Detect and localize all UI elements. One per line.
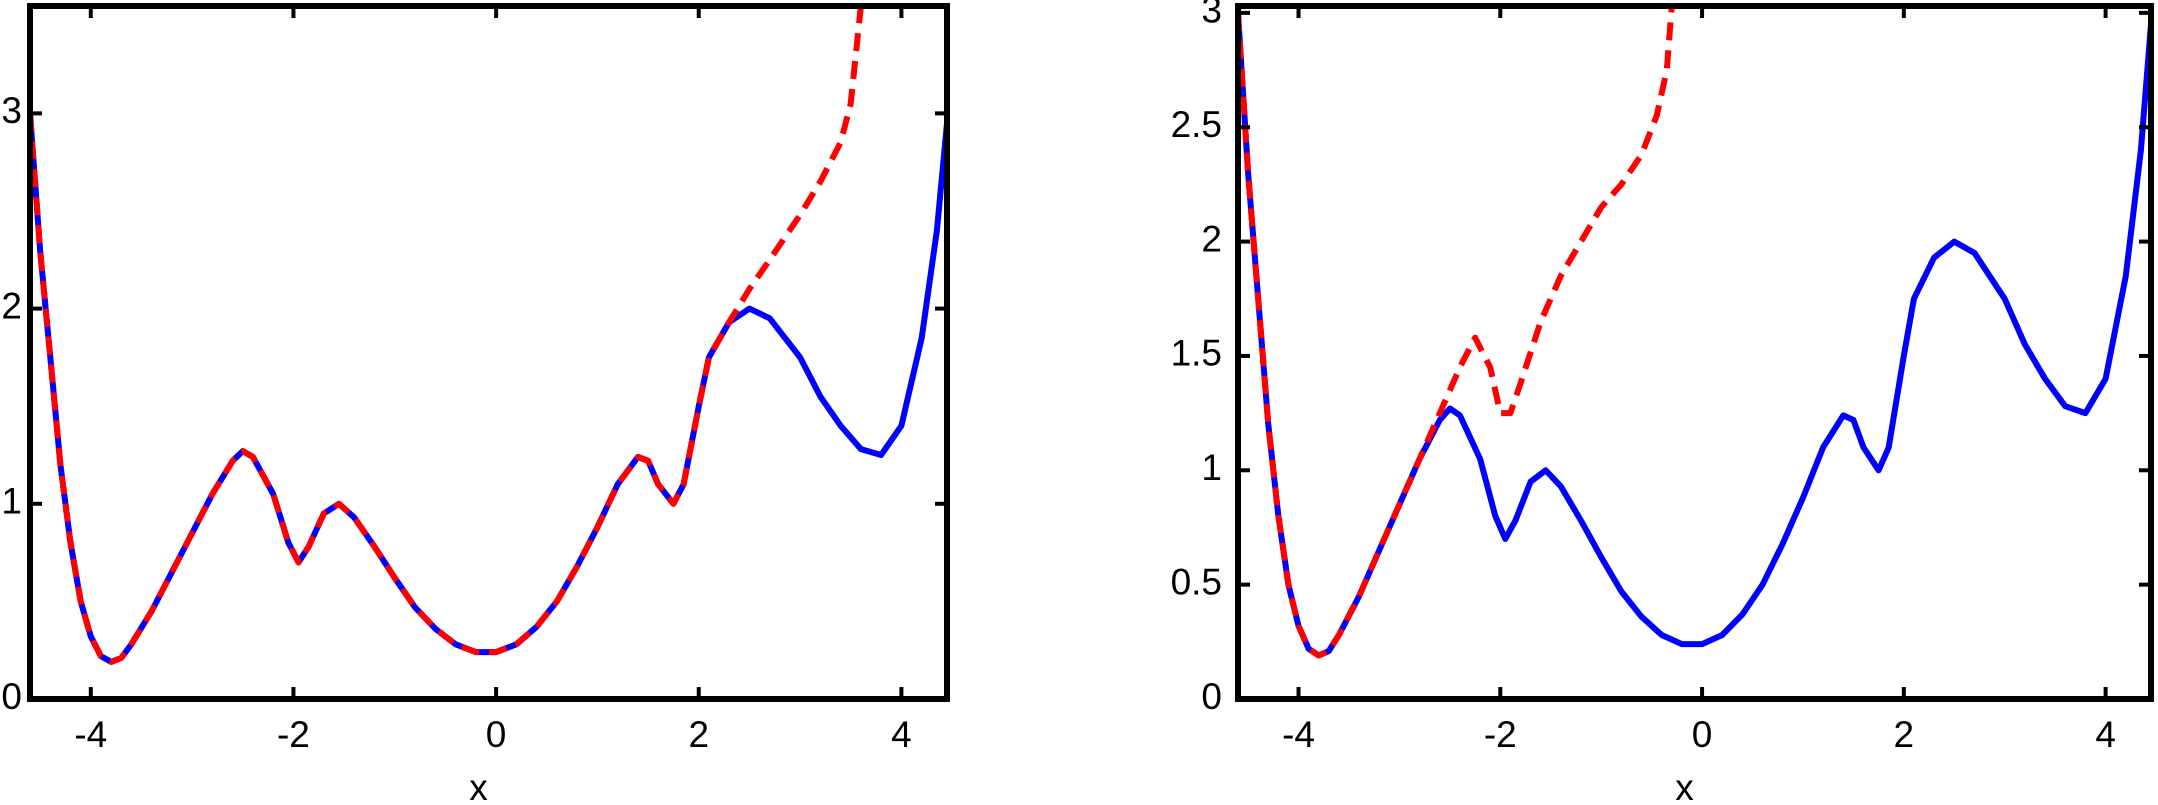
x-tick-label: -2 — [1484, 714, 1517, 755]
x-tick-label: 2 — [688, 714, 709, 755]
series-line — [1238, 12, 2151, 659]
x-tick-label: -2 — [277, 714, 310, 755]
y-tick-label: 0 — [1201, 676, 1222, 717]
series-line — [1238, 6, 1675, 659]
y-tick-label: 3 — [1201, 0, 1222, 31]
y-tick-label: 1 — [1201, 447, 1222, 488]
y-tick-label: 1 — [1, 481, 22, 522]
x-axis-label: x — [469, 767, 488, 805]
x-tick-label: -4 — [1282, 714, 1315, 755]
y-tick-label: 2 — [1201, 218, 1222, 259]
y-tick-label: 0.5 — [1171, 561, 1222, 602]
series-line — [30, 6, 864, 665]
x-tick-label: 0 — [486, 714, 507, 755]
y-tick-label: 2 — [1, 285, 22, 326]
y-tick-label: 2.5 — [1171, 104, 1222, 145]
y-tick-label: 0 — [1, 676, 22, 717]
x-tick-label: 4 — [2095, 714, 2116, 755]
x-tick-label: 4 — [891, 714, 912, 755]
x-tick-label: -4 — [74, 714, 107, 755]
axes-box — [1235, 3, 2154, 702]
x-tick-label: 2 — [1894, 714, 1915, 755]
axes-box — [27, 3, 950, 702]
x-axis-label: x — [1675, 767, 1694, 805]
y-tick-label: 3 — [1, 90, 22, 131]
x-tick-label: 0 — [1692, 714, 1713, 755]
y-tick-label: 1.5 — [1171, 333, 1222, 374]
